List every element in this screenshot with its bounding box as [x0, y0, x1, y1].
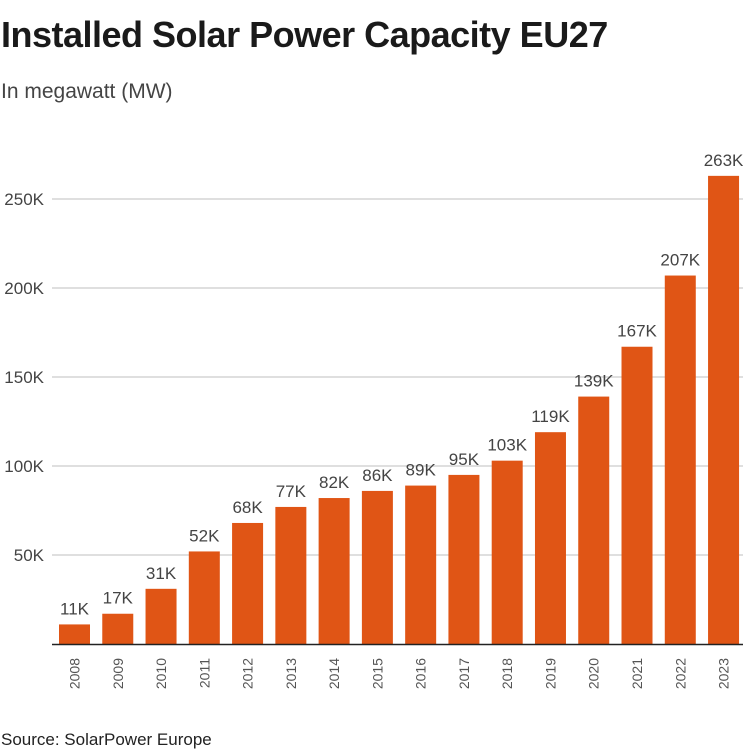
bar-2015	[361, 490, 393, 644]
x-tick-label-2010: 2010	[153, 658, 169, 689]
x-tick-label-2023: 2023	[716, 658, 732, 689]
bar-2023	[708, 175, 740, 645]
bar-2014	[318, 498, 350, 644]
data-label-2014: 82K	[319, 473, 350, 492]
bar-2017	[448, 474, 480, 644]
bar-2019	[534, 432, 566, 644]
y-tick-label: 250K	[4, 190, 44, 209]
x-tick-label-2022: 2022	[672, 658, 688, 689]
bar-2011	[188, 551, 220, 644]
y-axis-ticks: 50K 100K 150K 200K 250K	[4, 190, 44, 565]
x-tick-label-2009: 2009	[110, 658, 126, 689]
data-label-2012: 68K	[232, 498, 263, 517]
x-tick-label-2008: 2008	[67, 658, 83, 689]
x-axis-ticks: 2008 2009 2010 2011 2012 2013 2014 2015 2016 2017…	[67, 658, 732, 689]
x-tick-label-2012: 2012	[240, 658, 256, 689]
data-label-2021: 167K	[617, 322, 657, 341]
bar-2018	[491, 460, 523, 644]
chart-title: Installed Solar Power Capacity EU27	[1, 14, 608, 55]
data-label-2018: 103K	[487, 436, 527, 455]
y-tick-label: 50K	[14, 546, 45, 565]
bars	[59, 175, 740, 645]
bar-2016	[405, 485, 437, 644]
x-tick-label-2015: 2015	[369, 658, 385, 689]
y-tick-label: 200K	[4, 279, 44, 298]
bar-2020	[578, 396, 610, 644]
data-label-2023: 263K	[704, 151, 743, 170]
chart-subtitle: In megawatt (MW)	[1, 80, 173, 103]
data-label-2008: 11K	[60, 599, 90, 618]
data-label-2020: 139K	[574, 372, 614, 391]
x-tick-label-2014: 2014	[326, 658, 342, 689]
data-label-2019: 119K	[531, 407, 570, 426]
data-label-2017: 95K	[449, 450, 480, 469]
bar-2008	[59, 624, 90, 644]
y-tick-label: 150K	[4, 368, 44, 387]
data-label-2009: 17K	[103, 589, 134, 608]
x-tick-label-2016: 2016	[413, 658, 429, 689]
x-tick-label-2013: 2013	[283, 658, 299, 689]
data-label-2011: 52K	[189, 526, 220, 545]
bar-2021	[621, 346, 653, 644]
data-label-2015: 86K	[362, 466, 393, 485]
data-label-2022: 207K	[660, 251, 700, 270]
x-tick-label-2017: 2017	[456, 658, 472, 689]
bar-2022	[664, 275, 696, 644]
bar-2009	[102, 613, 134, 644]
x-tick-label-2019: 2019	[542, 658, 558, 689]
data-label-2016: 89K	[406, 461, 437, 480]
x-tick-label-2018: 2018	[499, 658, 515, 689]
x-tick-label-2021: 2021	[629, 658, 645, 689]
x-tick-label-2011: 2011	[196, 658, 212, 688]
data-label-2013: 77K	[276, 482, 307, 501]
source-note: Source: SolarPower Europe	[1, 730, 212, 749]
bar-2010	[145, 588, 177, 644]
bar-2012	[232, 522, 264, 644]
y-tick-label: 100K	[4, 457, 44, 476]
data-labels: 11K 17K 31K 52K 68K 77K 82K 86K 89K 95K 103K119K13…	[60, 151, 743, 619]
bar-2013	[275, 506, 307, 644]
data-label-2010: 31K	[146, 564, 177, 583]
x-tick-label-2020: 2020	[586, 658, 602, 689]
